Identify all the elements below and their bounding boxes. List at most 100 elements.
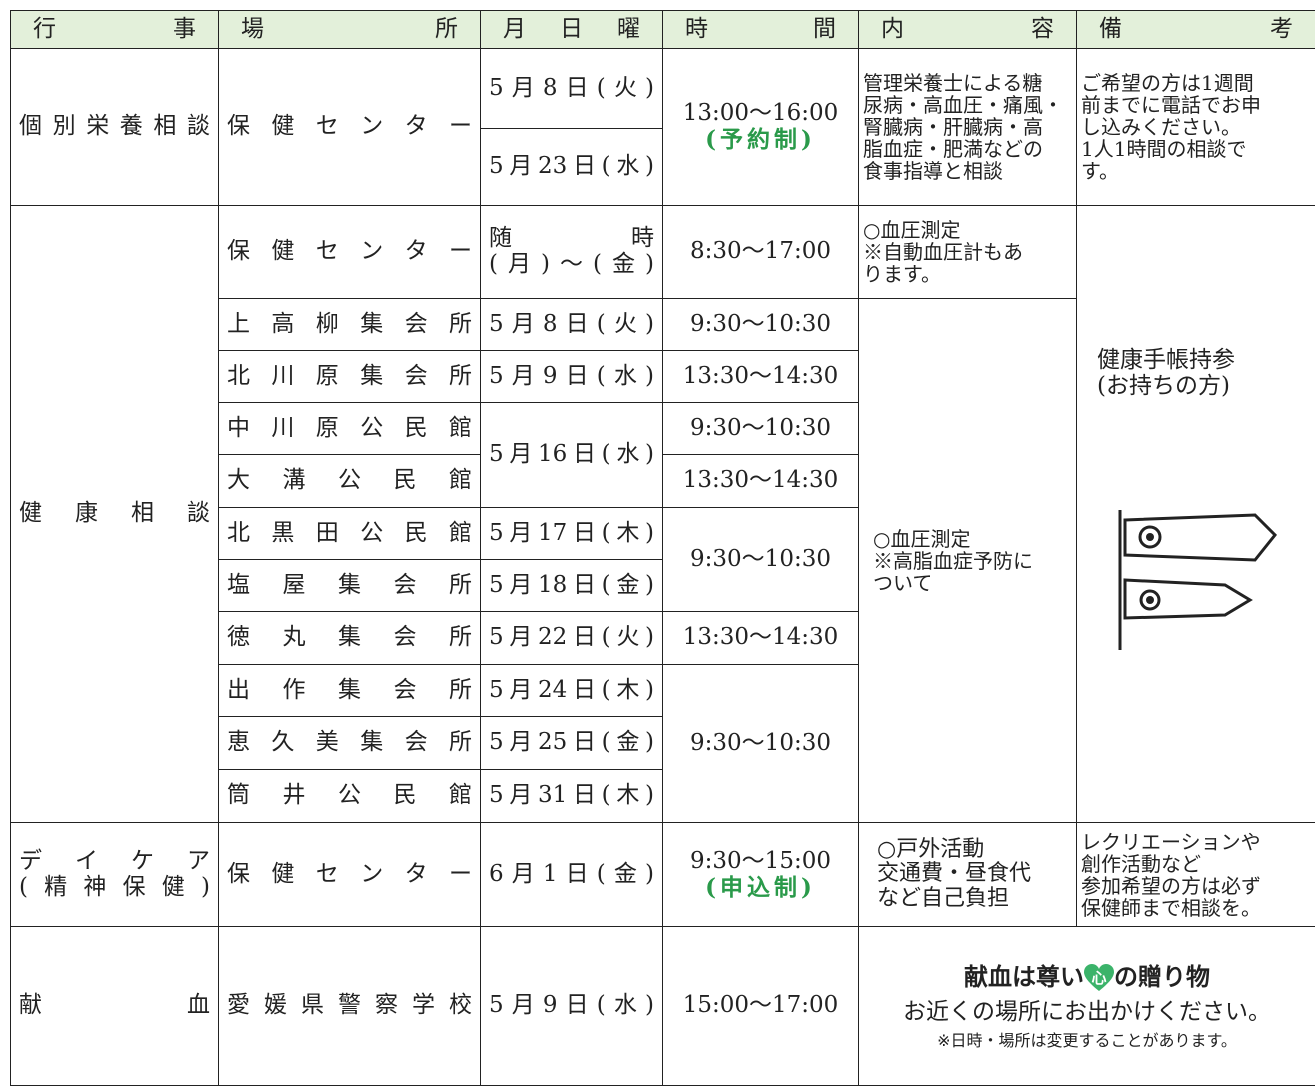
time-cell: 13:30～14:30 [663, 612, 859, 665]
date-cell: 5月8日(火) [481, 299, 663, 351]
remarks-cell: レクリエーションや創作活動など参加希望の方は必ず保健師まで相談を。 [1077, 823, 1315, 927]
date-cell: 5月8日(火) [481, 49, 663, 129]
time-cell: 9:30～10:30 [663, 403, 859, 455]
content: ○血圧測定※高脂血症予防について [863, 528, 1072, 594]
header-cell: 内容 [859, 11, 1077, 49]
text-line: 健康手帳持参 [1097, 348, 1307, 374]
message-text: の贈り物 [1114, 963, 1210, 991]
content-cell: ○血圧測定※高脂血症予防について [859, 299, 1077, 823]
note: お近くの場所にお出かけください。 [867, 995, 1307, 1030]
date-cell: 5月24日(木) [481, 665, 663, 717]
text-line: 参加希望の方は必ず [1081, 875, 1311, 897]
date-cell: 5月18日(金) [481, 560, 663, 612]
row: デイケア(精神保健) 保健センター 6月1日(金) 9:30～15:00(申込制… [11, 823, 1315, 927]
text-line: ○戸外活動 [877, 838, 1068, 863]
row: 献血 愛媛県警察学校 5月9日(水) 15:00～17:00 献血は尊い心の贈り… [11, 927, 1315, 1086]
header-cell: 行事 [11, 11, 219, 49]
time-cell: 9:30～10:30 [663, 508, 859, 612]
place-cell: 大溝公民館 [219, 455, 481, 508]
event-cell: 個別栄養相談 [11, 49, 219, 206]
content-cell: 管理栄養士による糖尿病・高血圧・痛風・腎臓病・肝臓病・高脂血症・肥満などの食事指… [859, 49, 1077, 206]
time-cell: 13:00～16:00(予約制) [663, 49, 859, 206]
text-line: ○血圧測定 [863, 219, 1072, 241]
header-cell: 場所 [219, 11, 481, 49]
place-cell: 筒井公民館 [219, 770, 481, 823]
place-cell: 保健センター [219, 49, 481, 206]
message-text: 献血は尊い [964, 963, 1084, 991]
time: 13:00～16:00 [671, 101, 850, 127]
text-line: ご希望の方は1週間 [1081, 72, 1311, 94]
date-cell: 5月22日(火) [481, 612, 663, 665]
date-cell: 5月9日(水) [481, 351, 663, 403]
time-cell: 9:30～15:00(申込制) [663, 823, 859, 927]
text-line: 交通費・昼食代 [877, 862, 1068, 887]
row: 個別栄養相談 保健センター 5月8日(火) 13:00～16:00(予約制) 管… [11, 49, 1315, 129]
date-cell: 5月31日(木) [481, 770, 663, 823]
place-cell: 恵久美集会所 [219, 717, 481, 770]
time-note: (申込制) [671, 875, 850, 901]
text-line: 前までに電話でお申 [1081, 94, 1311, 116]
remarks-cell: 健康手帳持参(お持ちの方) [1077, 206, 1315, 823]
koinobori-illustration [1105, 500, 1285, 650]
text-line: など自己負担 [877, 887, 1068, 912]
text-line: 管理栄養士による糖 [863, 72, 1072, 94]
text-line: ついて [873, 572, 1072, 594]
content: ○戸外活動交通費・昼食代など自己負担 [867, 838, 1068, 912]
remarks: 健康手帳持参(お持ちの方) [1085, 348, 1307, 400]
date-cell: 5月23日(水) [481, 129, 663, 206]
caution: ※日時・場所は変更することがあります。 [867, 1029, 1307, 1053]
time-cell: 9:30～10:30 [663, 665, 859, 823]
header-row: 行事 場所 月日曜 時間 内容 備考 [11, 11, 1315, 49]
place-cell: 保健センター [219, 206, 481, 299]
text-line: ります。 [863, 263, 1072, 285]
time-cell: 15:00～17:00 [663, 927, 859, 1086]
content-cell: ○血圧測定※自動血圧計もあります。 [859, 206, 1077, 299]
place-cell: 塩屋集会所 [219, 560, 481, 612]
place-cell: 保健センター [219, 823, 481, 927]
text-line: (お持ちの方) [1097, 374, 1307, 400]
text-line: レクリエーションや [1081, 831, 1311, 853]
event-cell: 健康相談 [11, 206, 219, 823]
heart-text: 心 [1084, 967, 1114, 990]
place-cell: 北川原集会所 [219, 351, 481, 403]
text-line: 創作活動など [1081, 853, 1311, 875]
place-cell: 徳丸集会所 [219, 612, 481, 665]
place-cell: 上高柳集会所 [219, 299, 481, 351]
place-cell: 中川原公民館 [219, 403, 481, 455]
text-line: ※自動血圧計もあ [863, 241, 1072, 263]
text-line: 保健師まで相談を。 [1081, 897, 1311, 919]
text-line: し込みください。 [1081, 116, 1311, 138]
text-line: ○血圧測定 [873, 528, 1072, 550]
content-cell: ○戸外活動交通費・昼食代など自己負担 [859, 823, 1077, 927]
text-line: 食事指導と相談 [863, 160, 1072, 182]
date-cell: 5月25日(金) [481, 717, 663, 770]
remarks-cell: ご希望の方は1週間前までに電話でお申し込みください。1人1時間の相談です。 [1077, 49, 1315, 206]
date-cell: 5月9日(水) [481, 927, 663, 1086]
time-cell: 13:30～14:30 [663, 351, 859, 403]
time: 9:30～15:00 [671, 849, 850, 875]
text-line: す。 [1081, 160, 1311, 182]
date-cell: 5月17日(木) [481, 508, 663, 560]
message-cell: 献血は尊い心の贈り物 お近くの場所にお出かけください。 ※日時・場所は変更するこ… [859, 927, 1315, 1086]
text-line: 脂血症・肥満などの [863, 138, 1072, 160]
time-cell: 13:30～14:30 [663, 455, 859, 508]
time-cell: 8:30～17:00 [663, 206, 859, 299]
date-cell: 6月1日(金) [481, 823, 663, 927]
place-cell: 北黒田公民館 [219, 508, 481, 560]
date-cell: 随時(月)～(金) [481, 206, 663, 299]
header-cell: 時間 [663, 11, 859, 49]
text-line: 1人1時間の相談で [1081, 138, 1311, 160]
text-line: ※高脂血症予防に [873, 550, 1072, 572]
place-cell: 愛媛県警察学校 [219, 927, 481, 1086]
time-note: (予約制) [671, 127, 850, 153]
event-cell: デイケア(精神保健) [11, 823, 219, 927]
text-line: 随時 [489, 226, 654, 252]
text-line: (月)～(金) [489, 252, 654, 278]
text-line: 尿病・高血圧・痛風・ [863, 94, 1072, 116]
row: 健康相談 保健センター 随時(月)～(金) 8:30～17:00 ○血圧測定※自… [11, 206, 1315, 299]
message: 献血は尊い心の贈り物 [867, 959, 1307, 995]
heart-icon: 心 [1084, 964, 1114, 992]
place-cell: 出作集会所 [219, 665, 481, 717]
header-cell: 月日曜 [481, 11, 663, 49]
